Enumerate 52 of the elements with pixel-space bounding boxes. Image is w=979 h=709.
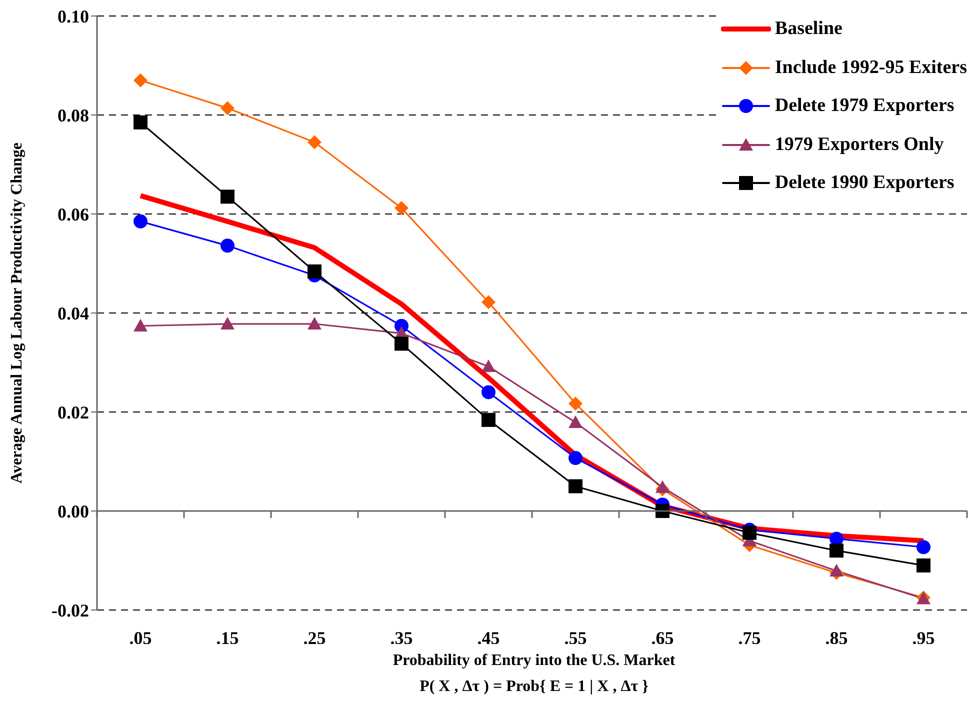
y-tick-label: 0.06 (58, 204, 89, 224)
x-tick-label: .15 (216, 628, 239, 648)
point (656, 480, 670, 493)
x-tick-label: .75 (738, 628, 761, 648)
point (830, 564, 844, 576)
point (134, 318, 148, 332)
point (220, 316, 234, 330)
x-tick-label: .65 (651, 628, 674, 648)
x-tick-label: .55 (564, 628, 587, 648)
legend-label: Delete 1990 Exporters (774, 172, 954, 194)
point (134, 73, 148, 88)
x-axis-title: Probability of Entry into the U.S. Market P( X , Δτ ) = Prob{ E = 1 | X , Δτ } (392, 651, 676, 697)
x-tick-label: .85 (825, 628, 848, 648)
point (220, 190, 234, 204)
point (220, 238, 234, 253)
y-axis-title: Average Annual Log Labour Productivity Change (8, 142, 26, 484)
point (482, 412, 496, 427)
y-tick-label: 0.04 (58, 303, 89, 324)
point (742, 526, 756, 540)
x-tick-label: .45 (477, 628, 500, 648)
legend-label: Include 1992-95 Exiters (774, 56, 967, 79)
point (568, 479, 582, 494)
x-tick-label: .25 (303, 628, 326, 648)
point (482, 359, 496, 372)
legend-label: Baseline (774, 18, 842, 40)
y-tick-label: 0.08 (58, 105, 89, 126)
point (568, 451, 582, 466)
y-tick-label: 0.10 (58, 6, 89, 26)
point (308, 135, 322, 150)
point (830, 532, 844, 546)
y-tick-label: -0.02 (52, 600, 89, 620)
legend-label: 1979 Exporters Only (774, 134, 944, 156)
point (394, 201, 408, 216)
point (134, 214, 148, 228)
point (394, 336, 408, 351)
y-tick-label: 0.02 (58, 402, 89, 422)
point (220, 101, 234, 116)
point (482, 295, 496, 310)
point (482, 385, 496, 400)
x-tick-label: .05 (129, 628, 152, 648)
point (308, 316, 322, 330)
x-tick-label: .95 (912, 628, 935, 648)
x-tick-label: .35 (390, 628, 413, 648)
point (568, 396, 582, 411)
legend-label: Delete 1979 Exporters (774, 95, 954, 118)
point (308, 264, 322, 278)
point (134, 115, 148, 130)
point (916, 540, 930, 554)
point (916, 558, 930, 572)
point (830, 544, 844, 558)
y-tick-label: 0.00 (58, 501, 89, 522)
point (568, 415, 582, 428)
